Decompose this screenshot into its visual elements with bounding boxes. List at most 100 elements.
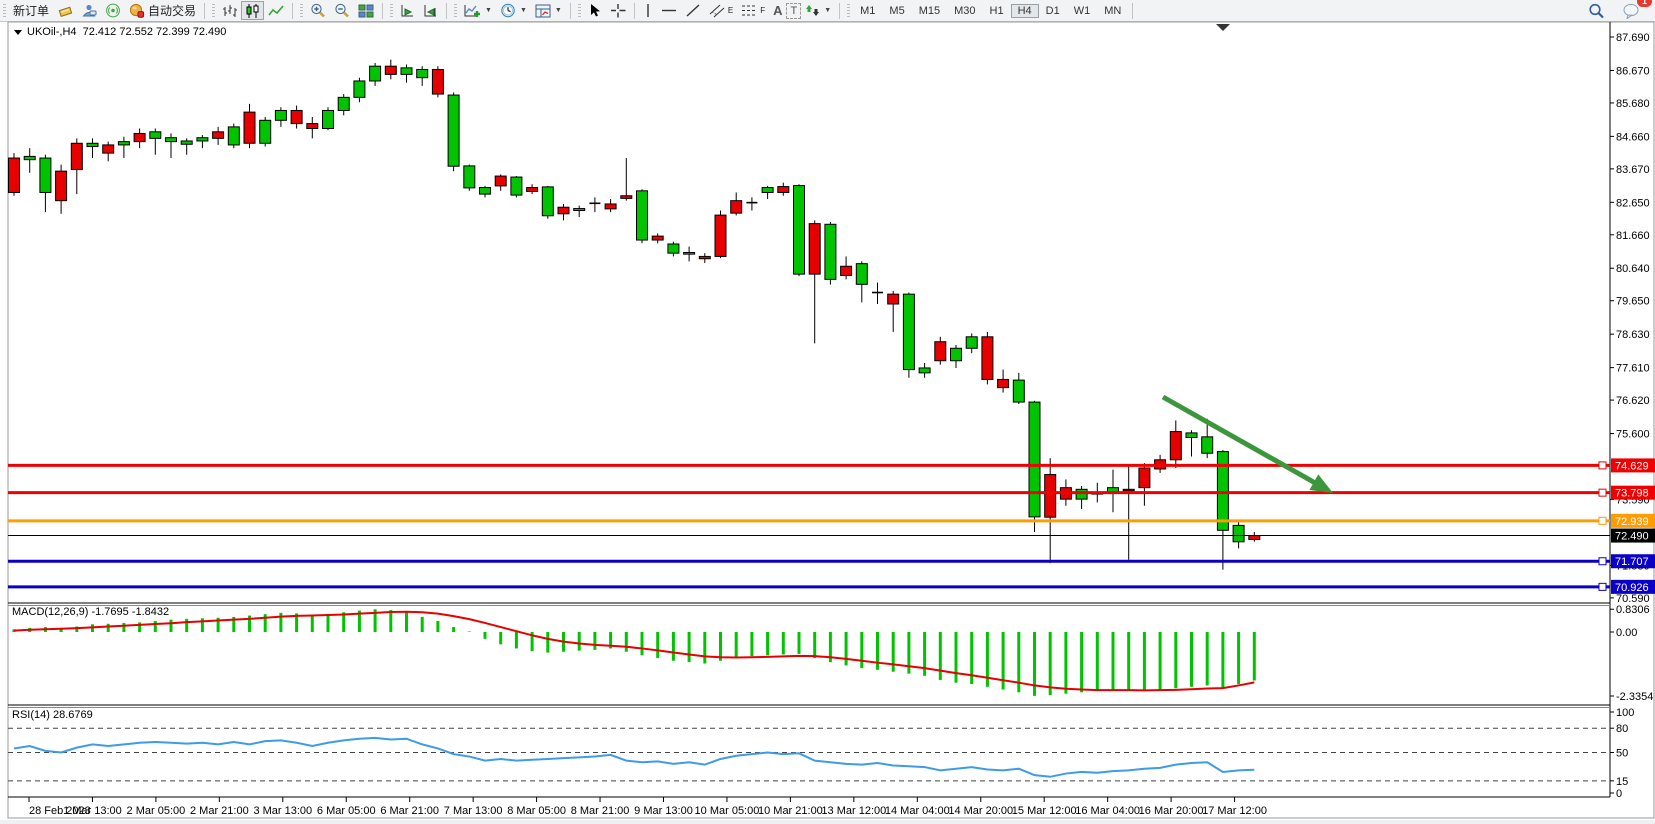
- channel-glyph: E: [727, 6, 734, 15]
- svg-text:10 Mar 21:00: 10 Mar 21:00: [758, 805, 823, 817]
- svg-text:13 Mar 12:00: 13 Mar 12:00: [821, 805, 886, 817]
- svg-text:-2.3354: -2.3354: [1616, 691, 1653, 703]
- arrows-dropdown-caret: ▼: [824, 7, 832, 14]
- svg-text:71.707: 71.707: [1615, 556, 1649, 568]
- timeframe-M15[interactable]: M15: [918, 4, 941, 17]
- svg-text:80: 80: [1616, 723, 1628, 735]
- toolbar: 新订单 自动交易: [0, 0, 1655, 22]
- macd-indicator-label: MACD(12,26,9) -1.7695 -1.8432: [12, 606, 170, 618]
- new-order-button[interactable]: 新订单: [9, 1, 53, 20]
- svg-text:76.620: 76.620: [1616, 395, 1650, 407]
- timeframe-W1[interactable]: W1: [1073, 4, 1091, 17]
- chart-shift-icon[interactable]: [419, 1, 442, 20]
- auto-scroll-icon[interactable]: [396, 1, 419, 20]
- text-label-tool-icon[interactable]: T: [786, 2, 802, 19]
- svg-text:16 Mar 20:00: 16 Mar 20:00: [1139, 805, 1204, 817]
- chart-shift-marker: [1216, 24, 1230, 31]
- svg-text:81.660: 81.660: [1616, 230, 1650, 242]
- fibonacci-glyph: F: [760, 6, 766, 15]
- community-icon[interactable]: [77, 1, 101, 20]
- svg-text:2 Mar 21:00: 2 Mar 21:00: [190, 805, 249, 817]
- candles-layer: [8, 59, 1261, 570]
- timeframe-D1[interactable]: D1: [1045, 4, 1060, 17]
- price-axis: 87.690 86.670 85.680 84.660 83.670 82.650 81.6…: [1610, 32, 1650, 605]
- price-lines-layer: [8, 461, 1610, 591]
- svg-text:70.926: 70.926: [1615, 582, 1649, 594]
- timeframe-M5[interactable]: M5: [889, 4, 905, 17]
- svg-text:28 Feb 2023: 28 Feb 2023: [29, 805, 91, 817]
- text-tool-glyph: A: [773, 3, 783, 18]
- svg-text:79.650: 79.650: [1616, 296, 1650, 308]
- text-label-glyph: T: [790, 4, 798, 17]
- svg-text:7 Mar 13:00: 7 Mar 13:00: [444, 805, 503, 817]
- svg-text:85.680: 85.680: [1616, 98, 1650, 110]
- templates-icon[interactable]: ▼: [531, 1, 566, 20]
- svg-text:3 Mar 13:00: 3 Mar 13:00: [253, 805, 312, 817]
- equidistant-channel-tool-icon[interactable]: E: [705, 1, 737, 20]
- svg-text:14 Mar 20:00: 14 Mar 20:00: [948, 805, 1013, 817]
- line-chart-type-icon[interactable]: [264, 1, 288, 20]
- svg-text:73.798: 73.798: [1615, 488, 1649, 500]
- chart-symbol-header[interactable]: UKOil-,H4 72.412 72.552 72.399 72.490: [14, 26, 226, 38]
- horizontal-line-tool-icon[interactable]: [657, 1, 681, 20]
- text-tool-icon[interactable]: A: [769, 1, 786, 20]
- svg-text:75.600: 75.600: [1616, 429, 1650, 441]
- notification-badge: 1: [1637, 0, 1652, 7]
- auto-trading-button[interactable]: 自动交易: [125, 1, 200, 20]
- svg-text:77.610: 77.610: [1616, 363, 1650, 375]
- svg-text:0.00: 0.00: [1616, 627, 1637, 639]
- svg-text:87.690: 87.690: [1616, 32, 1650, 44]
- bar-chart-type-icon[interactable]: [218, 1, 241, 20]
- svg-text:1 Mar 13:00: 1 Mar 13:00: [63, 805, 122, 817]
- periods-dropdown-caret: ▼: [519, 7, 527, 14]
- signal-icon[interactable]: [101, 1, 125, 20]
- toolbar-grip: [3, 3, 6, 18]
- cursor-tool-icon[interactable]: [584, 1, 606, 20]
- indicators-dropdown-caret: ▼: [485, 7, 492, 14]
- svg-text:0.8306: 0.8306: [1616, 604, 1650, 616]
- svg-text:100: 100: [1616, 707, 1634, 719]
- svg-text:10 Mar 05:00: 10 Mar 05:00: [695, 805, 760, 817]
- svg-text:17 Mar 12:00: 17 Mar 12:00: [1202, 805, 1267, 817]
- vertical-line-tool-icon[interactable]: [639, 1, 657, 20]
- new-order-label: 新订单: [13, 4, 50, 18]
- svg-text:80.640: 80.640: [1616, 263, 1650, 275]
- trendline-tool-icon[interactable]: [681, 1, 705, 20]
- fibonacci-tool-icon[interactable]: F: [737, 1, 769, 20]
- toolbar-right-group: 1: [1584, 0, 1655, 20]
- timeframe-toolbar: M1 M5 M15 M30 H1 H4 D1 W1 MN: [853, 3, 1128, 18]
- zoom-out-icon[interactable]: [330, 1, 354, 20]
- svg-text:82.650: 82.650: [1616, 197, 1650, 209]
- svg-text:9 Mar 13:00: 9 Mar 13:00: [634, 805, 693, 817]
- svg-text:72.490: 72.490: [1615, 531, 1649, 543]
- search-icon[interactable]: [1584, 1, 1609, 20]
- arrows-tool-icon[interactable]: ▼: [801, 1, 835, 20]
- macd-panel: 0.8306 0.00 -2.3354: [12, 604, 1653, 703]
- timeframe-MN[interactable]: MN: [1104, 4, 1122, 17]
- gold-bar-icon[interactable]: [53, 1, 77, 20]
- svg-text:0: 0: [1616, 788, 1622, 800]
- svg-text:83.670: 83.670: [1616, 164, 1650, 176]
- tile-windows-icon[interactable]: [354, 1, 378, 20]
- chat-icon[interactable]: 1: [1619, 0, 1652, 20]
- zoom-in-icon[interactable]: [306, 1, 330, 20]
- ohlc-quotes: 72.412 72.552 72.399 72.490: [82, 26, 227, 38]
- periods-clock-icon[interactable]: ▼: [496, 1, 531, 20]
- svg-text:15: 15: [1616, 776, 1628, 788]
- crosshair-tool-icon[interactable]: [606, 1, 630, 20]
- timeframe-M1[interactable]: M1: [860, 4, 876, 17]
- timeframe-H4[interactable]: H4: [1010, 3, 1039, 18]
- timeframe-H1[interactable]: H1: [989, 4, 1004, 17]
- svg-text:2 Mar 05:00: 2 Mar 05:00: [127, 805, 186, 817]
- svg-text:84.660: 84.660: [1616, 131, 1650, 143]
- svg-text:70.590: 70.590: [1616, 593, 1650, 605]
- timeframe-M30[interactable]: M30: [954, 4, 976, 17]
- price-badges-layer: 74.629 73.798 72.939 72.490 71.707 70.926: [1611, 458, 1655, 594]
- candlestick-chart-type-icon[interactable]: [241, 1, 265, 20]
- svg-text:78.630: 78.630: [1616, 329, 1650, 341]
- symbol-dropdown-icon[interactable]: [14, 29, 22, 35]
- rsi-panel: 100 80 50 150: [8, 707, 1634, 800]
- indicators-icon[interactable]: ▼: [460, 1, 496, 20]
